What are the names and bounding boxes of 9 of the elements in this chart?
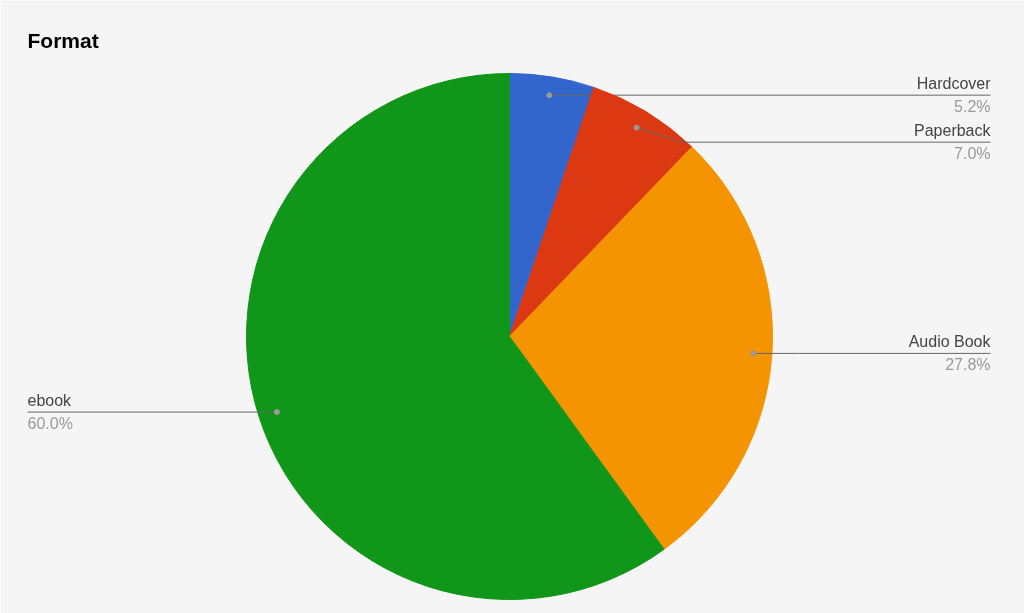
- slice-label: Hardcover: [916, 75, 992, 93]
- slice-label: ebook: [27, 392, 73, 410]
- chart-title: Format: [27, 29, 99, 52]
- data-label: 60.0%: [27, 415, 73, 433]
- data-label: 7.0%: [954, 145, 991, 163]
- data-label: 27.8%: [945, 356, 991, 374]
- slice-label: Paperback: [914, 122, 992, 140]
- data-label: 5.2%: [954, 98, 991, 116]
- slice-label: Audio Book: [908, 333, 992, 351]
